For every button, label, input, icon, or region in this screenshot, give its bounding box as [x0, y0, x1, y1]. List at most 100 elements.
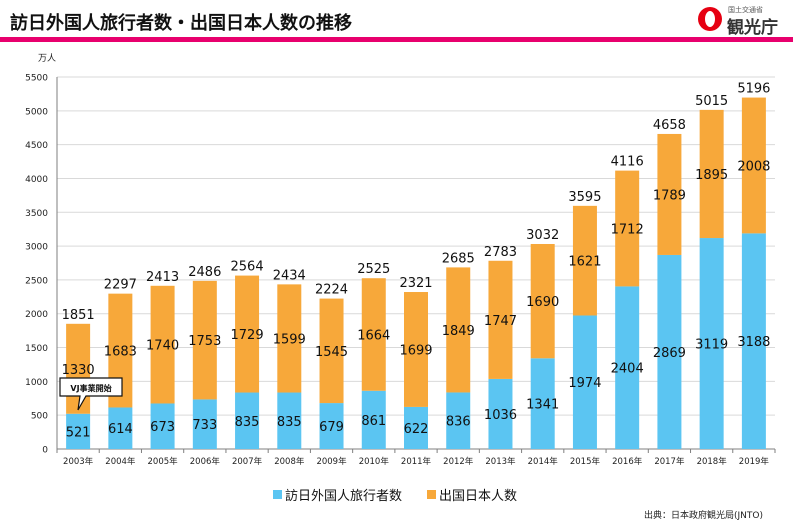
bar-inbound: [572, 315, 597, 449]
y-tick-label: 1500: [25, 344, 48, 354]
data-label-total: 2525: [357, 262, 390, 277]
source-note: 出典：日本政府観光局(JNTO): [644, 511, 763, 521]
bar-inbound: [108, 407, 133, 449]
data-labels: 521 1330 1851 614 1683 2297 673 1740 2413 733 1753…: [62, 82, 771, 441]
data-label-inbound: 1036: [484, 408, 517, 423]
x-tick-label: 2012年: [443, 456, 474, 467]
data-label-inbound: 1341: [526, 398, 559, 413]
bar-outbound: [657, 133, 682, 255]
bar-inbound: [446, 392, 471, 449]
data-label-total: 2783: [484, 245, 517, 260]
bar-outbound: [66, 323, 91, 414]
jta-logo: 国土交通省 観光庁: [698, 4, 793, 38]
legend-label-inbound: 訪日外国人旅行者数: [285, 489, 403, 504]
data-label-outbound: 1712: [611, 223, 644, 238]
y-tick-label: 3000: [25, 243, 48, 253]
x-tick-label: 2009年: [316, 456, 347, 467]
data-label-outbound: 1729: [231, 328, 264, 343]
data-label-inbound: 2404: [611, 362, 644, 377]
data-label-inbound: 521: [66, 425, 91, 440]
annotation-callout: [59, 377, 123, 411]
data-label-total: 4658: [653, 118, 686, 133]
data-label-total: 1851: [62, 308, 95, 323]
bar-outbound: [404, 292, 428, 407]
logo-agency-text: 観光庁: [727, 18, 778, 38]
data-label-inbound: 733: [192, 418, 217, 433]
bar-inbound: [615, 286, 640, 449]
bar-outbound: [530, 243, 555, 359]
bar-inbound: [277, 392, 302, 449]
data-label-outbound: 1895: [695, 168, 728, 183]
data-label-total: 2297: [104, 278, 137, 293]
bar-inbound: [150, 403, 175, 449]
x-tick-label: 2007年: [232, 456, 263, 467]
title-underline: [0, 37, 793, 42]
data-label-total: 2564: [231, 260, 264, 275]
bar-inbound: [192, 399, 217, 449]
y-tick-label: 0: [42, 446, 48, 456]
data-label-inbound: 622: [404, 422, 429, 437]
legend-label-outbound: 出国日本人数: [439, 489, 518, 504]
x-tick-label: 2006年: [190, 456, 221, 467]
data-label-outbound: 1545: [315, 345, 348, 360]
y-tick-label: 1000: [25, 378, 48, 388]
data-label-total: 2434: [273, 268, 306, 283]
y-tick-label: 5000: [25, 107, 48, 117]
bar-outbound: [192, 280, 217, 400]
bar-inbound: [657, 254, 682, 449]
data-label-outbound: 2008: [737, 159, 770, 174]
y-tick-label: 2500: [25, 276, 48, 286]
bar-inbound: [319, 403, 344, 449]
bar-inbound: [741, 233, 766, 449]
data-label-total: 2224: [315, 283, 348, 298]
data-label-inbound: 835: [235, 415, 260, 430]
bar-inbound: [530, 358, 555, 449]
data-label-inbound: 836: [446, 415, 471, 430]
data-label-inbound: 679: [319, 420, 344, 435]
data-label-inbound: 835: [277, 415, 302, 430]
annotation-text: VJ事業開始: [70, 383, 111, 393]
annotation: VJ事業開始: [59, 377, 123, 411]
data-label-inbound: 614: [108, 422, 133, 437]
y-tick-label: 4500: [25, 141, 48, 151]
x-tick-label: 2018年: [697, 456, 728, 467]
bar-outbound: [150, 285, 175, 404]
bar-inbound: [699, 238, 724, 449]
data-label-inbound: 3188: [737, 335, 770, 350]
bar-inbound: [488, 378, 513, 449]
bar-outbound: [572, 205, 597, 316]
bar-outbound: [277, 284, 302, 393]
legend-swatch-outbound: [427, 490, 436, 499]
data-label-outbound: 1664: [357, 328, 390, 343]
bar-outbound: [488, 260, 513, 379]
data-label-total: 2321: [399, 276, 432, 291]
logo-ministry-text: 国土交通省: [728, 6, 763, 14]
data-label-outbound: 1740: [146, 339, 179, 354]
x-tick-label: 2013年: [485, 456, 516, 467]
data-label-total: 5015: [695, 94, 728, 109]
bar-outbound: [615, 170, 640, 287]
data-label-total: 3032: [526, 228, 559, 243]
data-label-outbound: 1621: [568, 255, 601, 270]
data-label-inbound: 1974: [568, 376, 601, 391]
data-label-inbound: 3119: [695, 338, 728, 353]
stacked-bar-chart: 万人 0 500 1000 1500 2000 2500 3000 3500 4000 4500 50…: [25, 53, 776, 467]
data-label-total: 2486: [188, 265, 221, 280]
data-label-outbound: 1849: [442, 324, 475, 339]
data-label-inbound: 2869: [653, 346, 686, 361]
x-tick-label: 2017年: [654, 456, 685, 467]
y-tick-label: 2000: [25, 310, 48, 320]
y-tick-label: 4000: [25, 175, 48, 185]
data-label-total: 5196: [737, 82, 770, 97]
legend-swatch-inbound: [273, 490, 282, 499]
data-label-outbound: 1599: [273, 332, 306, 347]
data-label-outbound: 1699: [399, 343, 432, 358]
x-tick-label: 2016年: [612, 456, 643, 467]
bar-inbound: [235, 392, 260, 449]
bar-outbound: [235, 275, 260, 393]
y-axis-unit-label: 万人: [38, 53, 56, 64]
jta-logo-mark-icon: [698, 7, 722, 31]
y-tick-label: 5500: [25, 74, 48, 84]
x-tick-label: 2008年: [274, 456, 305, 467]
bar-outbound: [361, 278, 386, 391]
